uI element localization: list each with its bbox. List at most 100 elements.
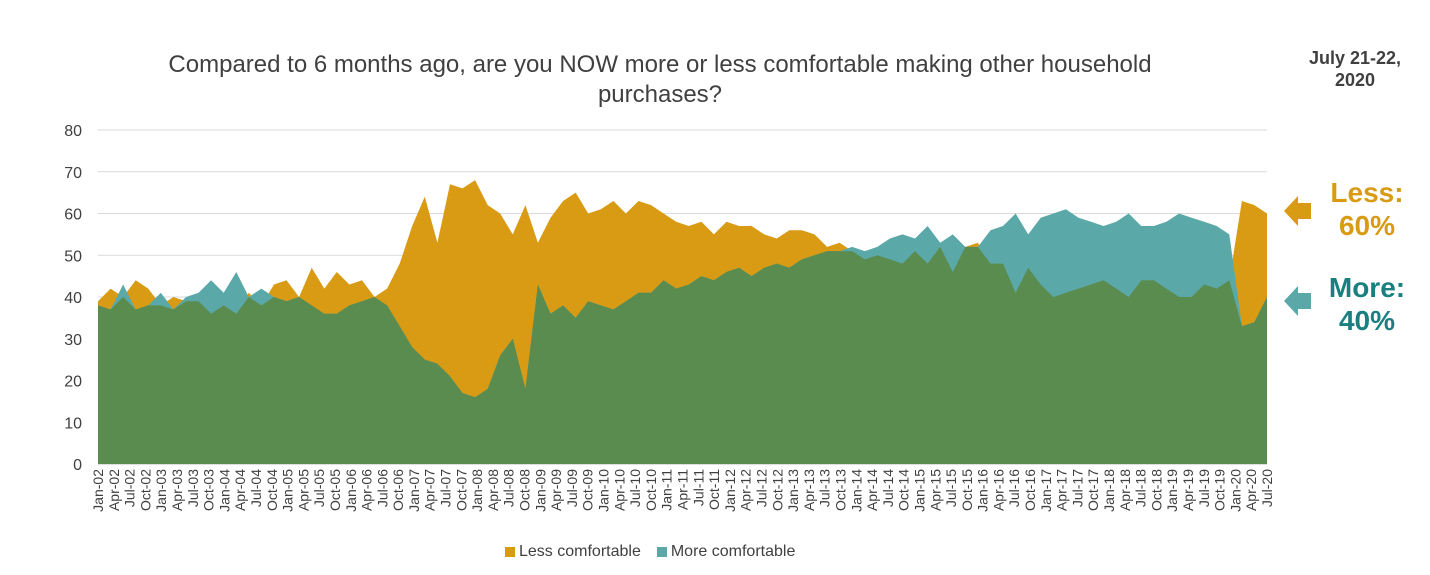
x-tick-label: Jul-07 [438, 469, 454, 507]
y-tick-label: 10 [64, 415, 82, 432]
less-callout-value: 60% [1338, 210, 1396, 241]
x-tick-label: Oct-02 [137, 469, 153, 511]
x-tick-label: Jan-14 [848, 469, 864, 512]
x-tick-label: Oct-07 [453, 469, 469, 511]
y-tick-label: 40 [64, 290, 82, 307]
x-tick-label: Oct-16 [1022, 469, 1038, 511]
less-arrow-icon [1284, 196, 1298, 226]
y-tick-label: 60 [64, 207, 82, 224]
x-tick-label: Jul-09 [564, 469, 580, 507]
x-tick-label: Jan-18 [1101, 469, 1117, 512]
x-tick-label: Jul-06 [374, 469, 390, 507]
x-tick-label: Jul-20 [1259, 469, 1275, 507]
x-tick-label: Oct-19 [1212, 469, 1228, 511]
date-label: July 21-22, 2020 [1290, 47, 1420, 91]
x-tick-label: Oct-15 [959, 469, 975, 511]
x-tick-label: Jan-08 [469, 469, 485, 512]
x-tick-label: Apr-14 [864, 469, 880, 511]
x-tick-label: Jan-19 [1164, 469, 1180, 512]
x-tick-label: Apr-19 [1180, 469, 1196, 511]
x-tick-label: Jan-12 [722, 469, 738, 512]
legend-label-less: Less comfortable [519, 543, 641, 560]
x-tick-label: Apr-12 [738, 469, 754, 511]
x-tick-label: Jul-15 [943, 469, 959, 507]
x-tick-label: Apr-16 [990, 469, 1006, 511]
more-callout-label: More: [1328, 272, 1406, 303]
x-tick-label: Jul-03 [185, 469, 201, 507]
x-tick-label: Apr-03 [169, 469, 185, 511]
series-area-overlap [98, 246, 1267, 464]
areas [98, 180, 1267, 464]
more-arrow-tail [1297, 293, 1311, 309]
x-tick-label: Oct-18 [1148, 469, 1164, 511]
x-tick-label: Apr-08 [485, 469, 501, 511]
y-tick-label: 80 [64, 123, 82, 140]
x-tick-label: Jan-02 [90, 469, 106, 512]
x-tick-label: Apr-04 [232, 469, 248, 511]
x-tick-label: Oct-11 [706, 469, 722, 510]
x-tick-label: Jan-16 [975, 469, 991, 512]
x-tick-label: Apr-02 [106, 469, 122, 511]
y-axis-ticks: 0 10 20 30 40 50 60 70 80 [64, 123, 82, 474]
x-tick-label: Apr-13 [801, 469, 817, 511]
x-tick-label: Oct-13 [833, 469, 849, 511]
x-tick-label: Oct-06 [390, 469, 406, 511]
y-tick-label: 0 [73, 457, 82, 474]
x-axis-ticks: Jan-02 Apr-02 Jul-02 Oct-02 Jan-03 Apr-03 Jul-… [90, 469, 1275, 512]
x-tick-label: Jul-08 [501, 469, 517, 507]
less-callout: Less: 60% [1312, 176, 1422, 242]
x-tick-label: Oct-04 [264, 469, 280, 511]
x-tick-label: Jul-17 [1069, 469, 1085, 507]
x-tick-label: Jul-12 [754, 469, 770, 507]
x-tick-label: Jul-04 [248, 469, 264, 507]
x-tick-label: Apr-17 [1054, 469, 1070, 511]
x-tick-label: Jul-10 [627, 469, 643, 507]
x-tick-label: Jul-16 [1006, 469, 1022, 507]
x-tick-label: Jan-03 [153, 469, 169, 512]
x-tick-label: Jan-10 [596, 469, 612, 512]
x-tick-label: Oct-17 [1085, 469, 1101, 511]
x-tick-label: Oct-05 [327, 469, 343, 511]
x-tick-label: Jan-20 [1227, 469, 1243, 512]
x-tick-label: Jan-04 [216, 469, 232, 512]
legend-label-more: More comfortable [670, 543, 796, 560]
x-tick-label: Apr-06 [359, 469, 375, 511]
x-tick-label: Jan-15 [912, 469, 928, 512]
x-tick-label: Jul-18 [1133, 469, 1149, 507]
y-tick-label: 20 [64, 374, 82, 391]
y-tick-label: 70 [64, 165, 82, 182]
date-label-line1: July 21-22, [1308, 48, 1402, 68]
x-tick-label: Jan-07 [406, 469, 422, 512]
x-tick-label: Jul-19 [1196, 469, 1212, 507]
chart-title: Compared to 6 months ago, are you NOW mo… [168, 51, 1152, 108]
y-tick-label: 50 [64, 248, 82, 265]
x-tick-label: Jan-13 [785, 469, 801, 512]
more-arrow-icon [1284, 286, 1298, 316]
less-callout-label: Less: [1330, 177, 1404, 208]
x-tick-label: Oct-12 [769, 469, 785, 511]
x-tick-label: Apr-20 [1243, 469, 1259, 511]
x-tick-label: Jul-13 [817, 469, 833, 507]
chart-legend: Less comfortable More comfortable [505, 543, 795, 561]
x-tick-label: Jul-11 [690, 469, 706, 506]
legend-swatch-less [505, 547, 515, 557]
more-callout: More: 40% [1312, 271, 1422, 337]
less-arrow-tail [1297, 203, 1311, 219]
x-tick-label: Oct-14 [896, 469, 912, 511]
x-tick-label: Apr-18 [1117, 469, 1133, 511]
date-label-line2: 2020 [1334, 70, 1376, 90]
x-tick-label: Jan-11 [659, 469, 675, 511]
x-tick-label: Apr-10 [611, 469, 627, 511]
legend-item-more: More comfortable [656, 543, 796, 561]
more-callout-value: 40% [1338, 305, 1396, 336]
x-tick-label: Oct-03 [201, 469, 217, 511]
x-tick-label: Oct-10 [643, 469, 659, 511]
x-tick-label: Jul-02 [122, 469, 138, 507]
x-tick-label: Apr-05 [295, 469, 311, 511]
legend-item-less: Less comfortable [505, 543, 641, 561]
x-tick-label: Jan-06 [343, 469, 359, 512]
x-tick-label: Jan-09 [532, 469, 548, 512]
x-tick-label: Apr-11 [675, 469, 691, 510]
legend-swatch-more [656, 547, 667, 557]
